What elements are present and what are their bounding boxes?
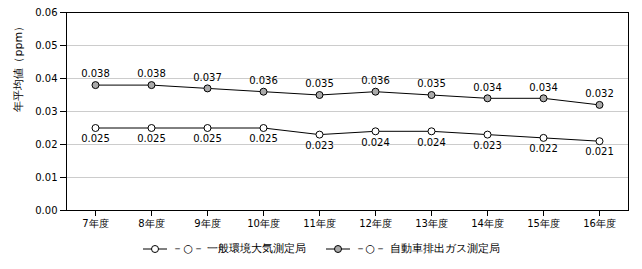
svg-text:12年度: 12年度 bbox=[359, 218, 392, 229]
svg-text:0.037: 0.037 bbox=[193, 72, 222, 83]
svg-text:0.021: 0.021 bbox=[585, 146, 614, 157]
svg-text:0.038: 0.038 bbox=[137, 68, 166, 79]
svg-text:0.022: 0.022 bbox=[529, 143, 558, 154]
svg-text:0.024: 0.024 bbox=[417, 137, 446, 148]
html-text:－○－ 一般環境大気測定局: －○－ 一般環境大気測定局 bbox=[172, 242, 307, 255]
svg-text:7年度: 7年度 bbox=[82, 218, 108, 229]
svg-text:0.035: 0.035 bbox=[417, 78, 446, 89]
svg-text:0.034: 0.034 bbox=[529, 82, 558, 93]
svg-text:年平均値（ppm）: 年平均値（ppm） bbox=[12, 21, 25, 112]
svg-text:14年度: 14年度 bbox=[471, 218, 504, 229]
svg-text:0.03: 0.03 bbox=[35, 106, 57, 117]
svg-text:0.02: 0.02 bbox=[35, 139, 57, 150]
svg-text:13年度: 13年度 bbox=[415, 218, 448, 229]
svg-text:0.023: 0.023 bbox=[305, 140, 334, 151]
svg-text:9年度: 9年度 bbox=[194, 218, 220, 229]
svg-text:0.034: 0.034 bbox=[473, 82, 502, 93]
svg-text:0.01: 0.01 bbox=[35, 172, 57, 183]
svg-text:0.024: 0.024 bbox=[361, 137, 390, 148]
svg-text:0.06: 0.06 bbox=[35, 7, 57, 18]
svg-text:0.05: 0.05 bbox=[35, 40, 57, 51]
svg-text:0.025: 0.025 bbox=[193, 133, 222, 144]
svg-text:10年度: 10年度 bbox=[247, 218, 280, 229]
svg-text:0.032: 0.032 bbox=[585, 88, 614, 99]
html-text:－○－ 自動車排出ガス測定局: －○－ 自動車排出ガス測定局 bbox=[354, 242, 500, 255]
svg-text:0.035: 0.035 bbox=[305, 78, 334, 89]
svg-text:0.025: 0.025 bbox=[81, 133, 110, 144]
svg-text:0.00: 0.00 bbox=[35, 205, 57, 216]
svg-text:0.025: 0.025 bbox=[137, 133, 166, 144]
svg-text:11年度: 11年度 bbox=[303, 218, 336, 229]
svg-text:0.036: 0.036 bbox=[361, 75, 390, 86]
svg-text:8年度: 8年度 bbox=[138, 218, 164, 229]
svg-text:0.036: 0.036 bbox=[249, 75, 278, 86]
svg-text:15年度: 15年度 bbox=[527, 218, 560, 229]
svg-text:0.04: 0.04 bbox=[35, 73, 57, 84]
svg-text:0.025: 0.025 bbox=[249, 133, 278, 144]
svg-text:0.038: 0.038 bbox=[81, 68, 110, 79]
svg-text:0.023: 0.023 bbox=[473, 140, 502, 151]
svg-text:16年度: 16年度 bbox=[583, 218, 616, 229]
